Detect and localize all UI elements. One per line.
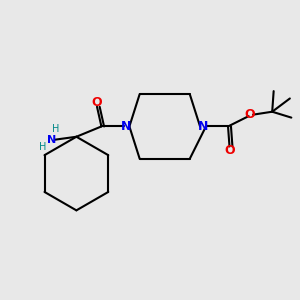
Text: O: O [224,144,235,158]
Text: O: O [245,108,255,121]
Text: O: O [92,96,102,110]
Text: N: N [198,120,208,133]
Text: N: N [121,120,132,133]
Text: N: N [47,135,56,145]
Text: H: H [52,124,59,134]
Text: H: H [39,142,46,152]
